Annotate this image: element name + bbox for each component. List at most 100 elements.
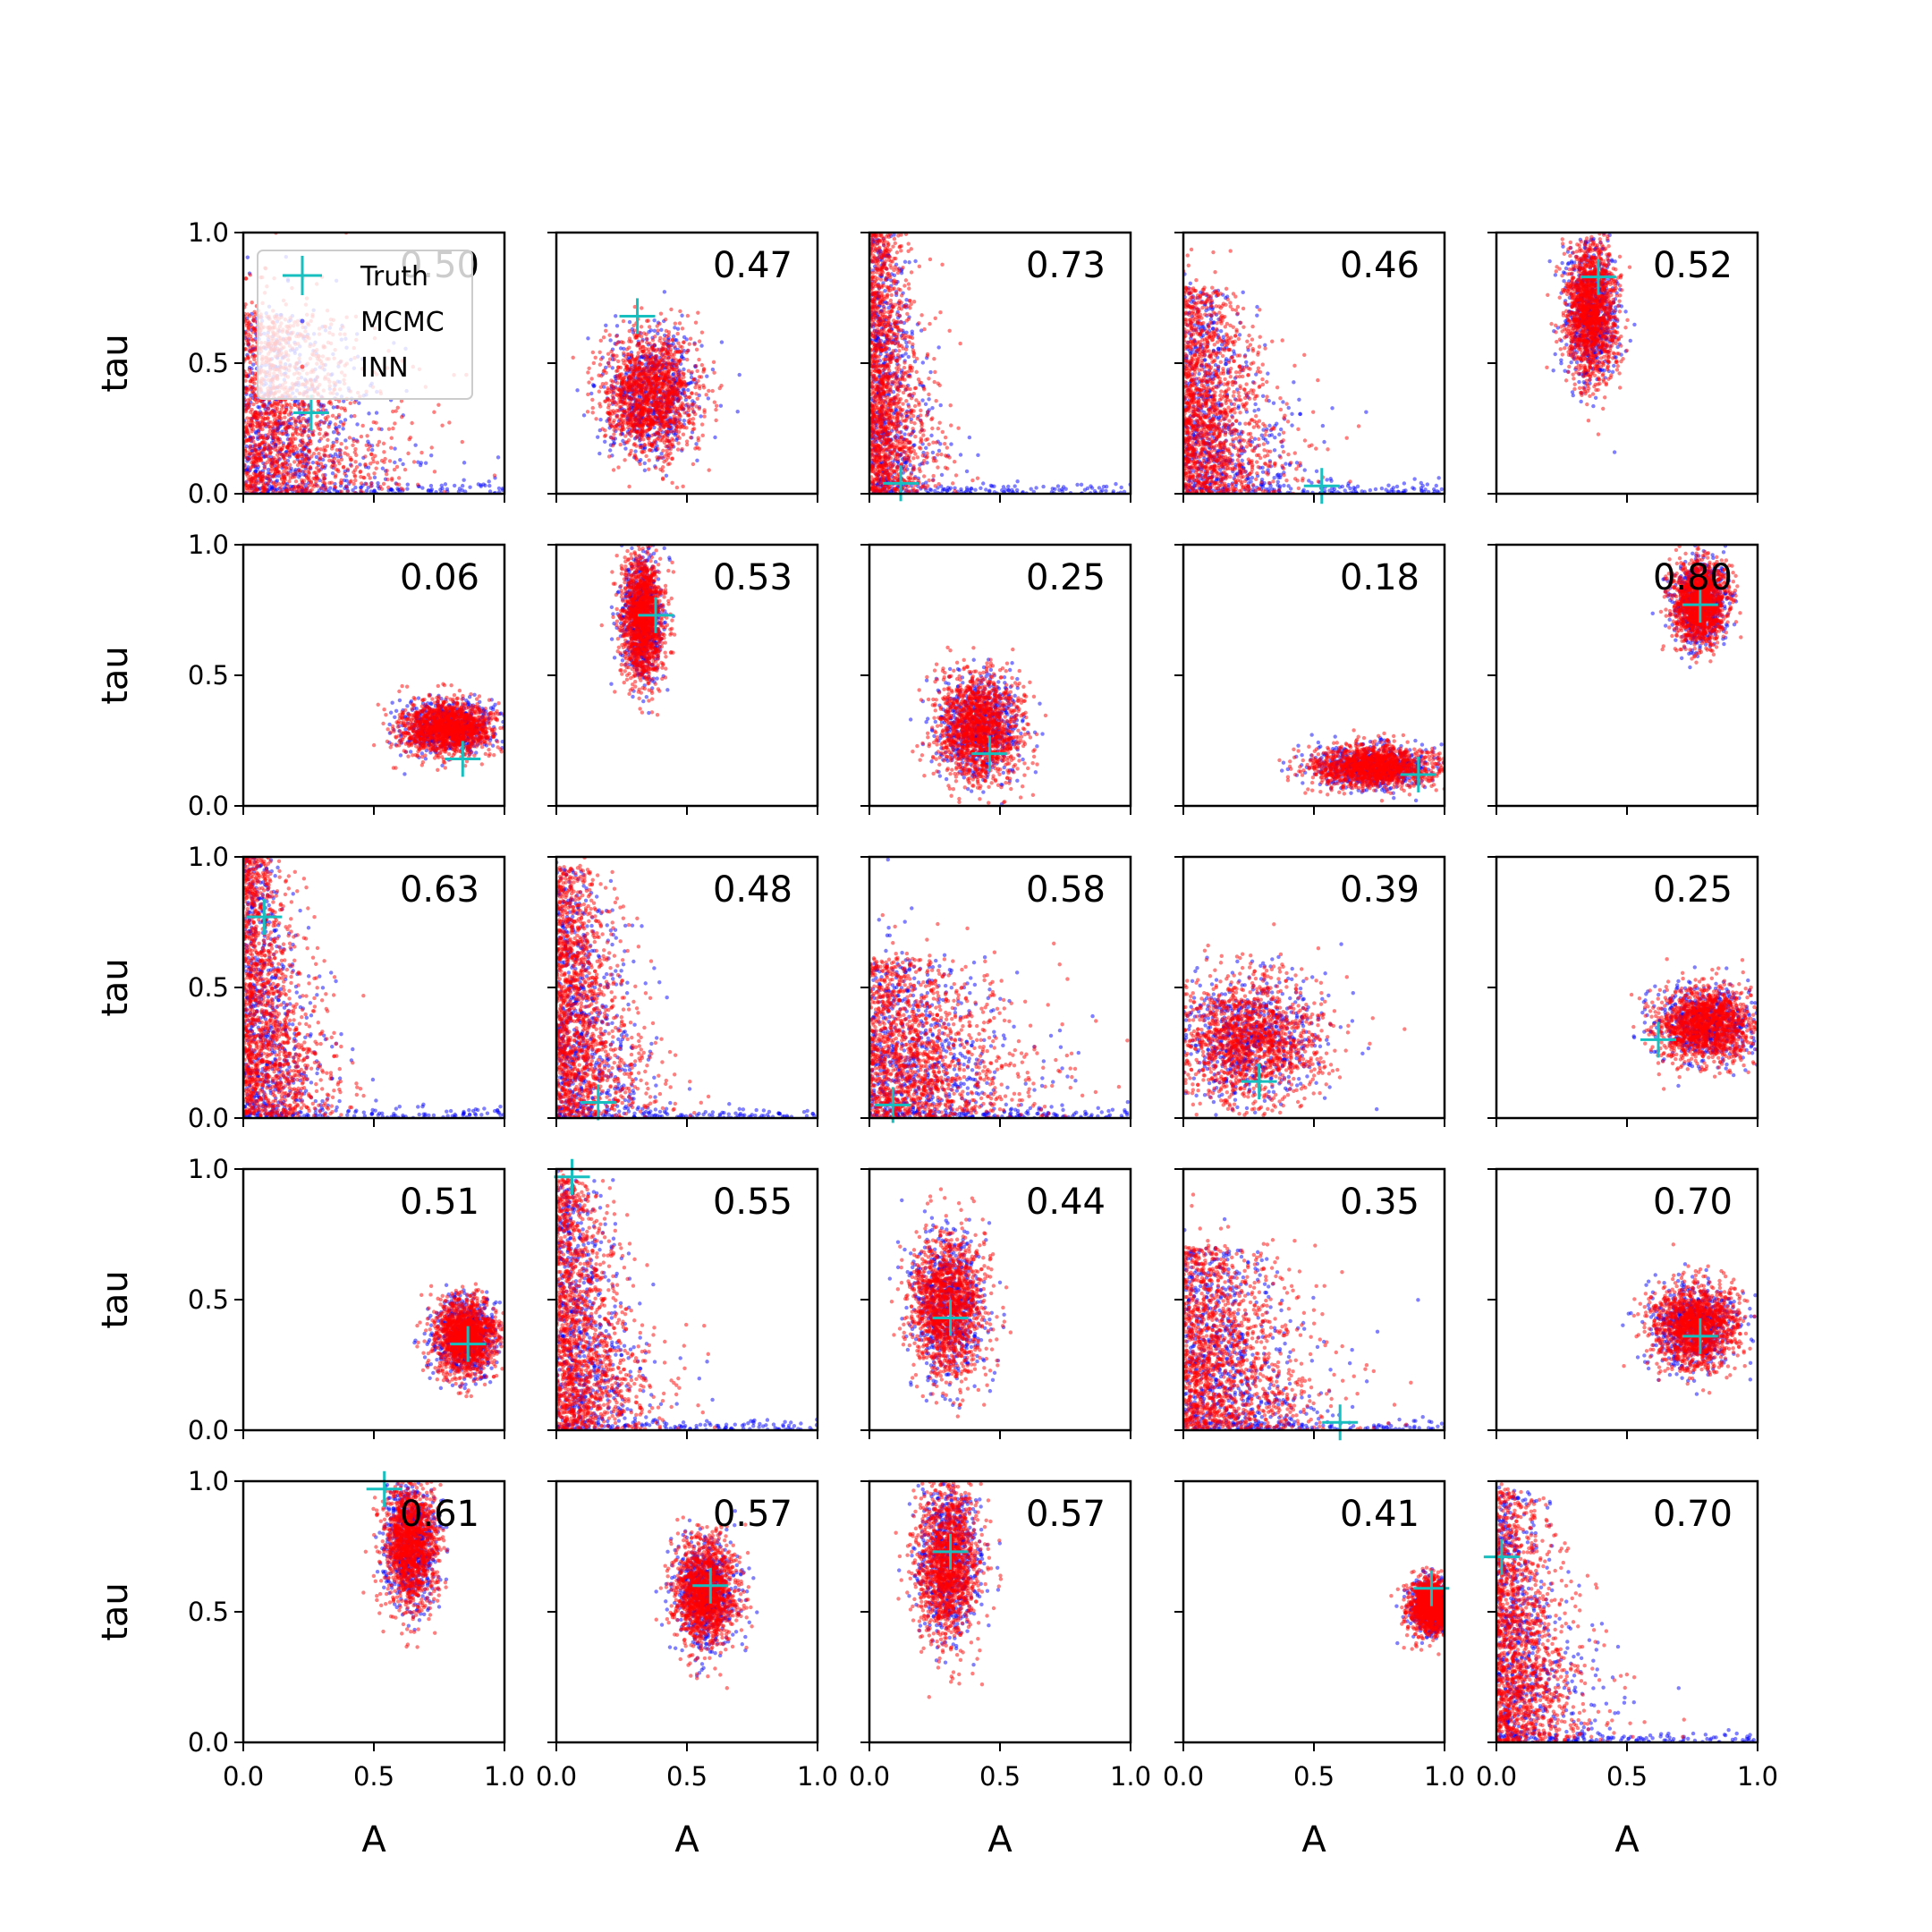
mcmc-point bbox=[652, 328, 657, 334]
inn-point bbox=[621, 386, 626, 392]
inn-point bbox=[338, 453, 343, 457]
inn-point bbox=[687, 420, 691, 425]
inn-point bbox=[292, 402, 297, 407]
inn-point bbox=[631, 372, 636, 377]
inn-point bbox=[653, 465, 658, 470]
inn-point bbox=[655, 455, 659, 460]
mcmc-point bbox=[1057, 487, 1062, 493]
inn-point bbox=[641, 419, 647, 424]
mcmc-point bbox=[245, 467, 250, 471]
inn-point bbox=[646, 318, 650, 323]
inn-point bbox=[284, 453, 289, 458]
mcmc-point bbox=[496, 455, 501, 460]
inn-point bbox=[691, 462, 696, 467]
inn-point bbox=[629, 339, 633, 344]
inn-point bbox=[307, 448, 312, 453]
inn-point bbox=[318, 447, 323, 452]
inn-point bbox=[678, 309, 682, 314]
mcmc-point bbox=[621, 438, 625, 444]
inn-point bbox=[267, 447, 271, 452]
inn-point bbox=[631, 428, 636, 434]
inn-point bbox=[634, 357, 639, 361]
inn-point bbox=[620, 379, 624, 384]
mcmc-point bbox=[643, 362, 648, 367]
inn-point bbox=[642, 379, 647, 384]
inn-point bbox=[606, 454, 612, 459]
mcmc-point bbox=[344, 479, 349, 483]
inn-point bbox=[245, 416, 250, 420]
inn-point bbox=[672, 377, 676, 382]
mcmc-point bbox=[423, 461, 428, 465]
mcmc-point bbox=[401, 462, 405, 467]
inn-point bbox=[304, 442, 309, 446]
inn-point bbox=[632, 442, 637, 446]
inn-point bbox=[666, 333, 671, 337]
inn-point bbox=[271, 488, 276, 493]
mcmc-point bbox=[973, 487, 978, 492]
inn-point bbox=[685, 357, 690, 362]
mcmc-point bbox=[938, 402, 943, 408]
inn-point bbox=[674, 368, 680, 373]
inn-point bbox=[311, 452, 317, 456]
inn-point bbox=[257, 444, 261, 449]
inn-point bbox=[635, 434, 640, 438]
mcmc-point bbox=[1053, 487, 1057, 492]
inn-point bbox=[665, 365, 669, 369]
mcmc-point bbox=[591, 384, 597, 389]
mcmc-point bbox=[1055, 484, 1061, 488]
inn-point bbox=[345, 489, 350, 494]
inn-point bbox=[305, 487, 309, 491]
mcmc-point bbox=[699, 343, 704, 348]
inn-point bbox=[279, 477, 284, 481]
mcmc-point bbox=[913, 258, 918, 264]
inn-point bbox=[650, 376, 655, 380]
mcmc-point bbox=[710, 367, 716, 372]
inn-point bbox=[276, 430, 282, 436]
inn-point bbox=[676, 377, 682, 383]
inn-point bbox=[615, 422, 621, 427]
inn-point bbox=[382, 450, 386, 454]
inn-point bbox=[245, 341, 250, 345]
inn-point bbox=[327, 399, 333, 404]
inn-point bbox=[616, 465, 621, 470]
inn-point bbox=[373, 453, 377, 458]
inn-point bbox=[245, 335, 250, 340]
inn-point bbox=[261, 448, 267, 453]
mcmc-point bbox=[902, 259, 908, 264]
mcmc-point bbox=[1079, 482, 1084, 487]
inn-point bbox=[617, 404, 622, 409]
inn-point bbox=[276, 456, 281, 461]
inn-point bbox=[653, 335, 657, 339]
mcmc-point bbox=[1097, 486, 1102, 490]
inn-point bbox=[304, 453, 309, 458]
inn-point bbox=[643, 352, 648, 356]
mcmc-point bbox=[627, 319, 632, 325]
inn-point bbox=[411, 460, 417, 464]
inn-point bbox=[245, 386, 250, 392]
inn-point bbox=[279, 407, 284, 411]
inn-point bbox=[316, 461, 320, 466]
inn-point bbox=[295, 454, 300, 460]
inn-point bbox=[332, 456, 337, 461]
inn-point bbox=[606, 396, 611, 402]
inn-point bbox=[660, 341, 665, 345]
inn-point bbox=[306, 483, 311, 488]
inn-point bbox=[629, 352, 634, 358]
inn-point bbox=[351, 443, 355, 448]
mcmc-point bbox=[699, 414, 703, 419]
inn-point bbox=[248, 273, 252, 277]
inn-point bbox=[267, 452, 272, 456]
inn-point bbox=[353, 446, 358, 452]
inn-point bbox=[273, 471, 277, 477]
inn-point bbox=[322, 434, 326, 438]
mcmc-point bbox=[372, 488, 377, 493]
mcmc-point bbox=[250, 362, 256, 367]
inn-point bbox=[664, 429, 668, 434]
inn-point bbox=[621, 318, 626, 324]
mcmc-point bbox=[336, 424, 342, 429]
inn-point bbox=[694, 404, 699, 409]
inn-point bbox=[655, 437, 659, 442]
mcmc-point bbox=[428, 453, 434, 458]
inn-point bbox=[252, 327, 258, 332]
inn-point bbox=[627, 328, 631, 334]
